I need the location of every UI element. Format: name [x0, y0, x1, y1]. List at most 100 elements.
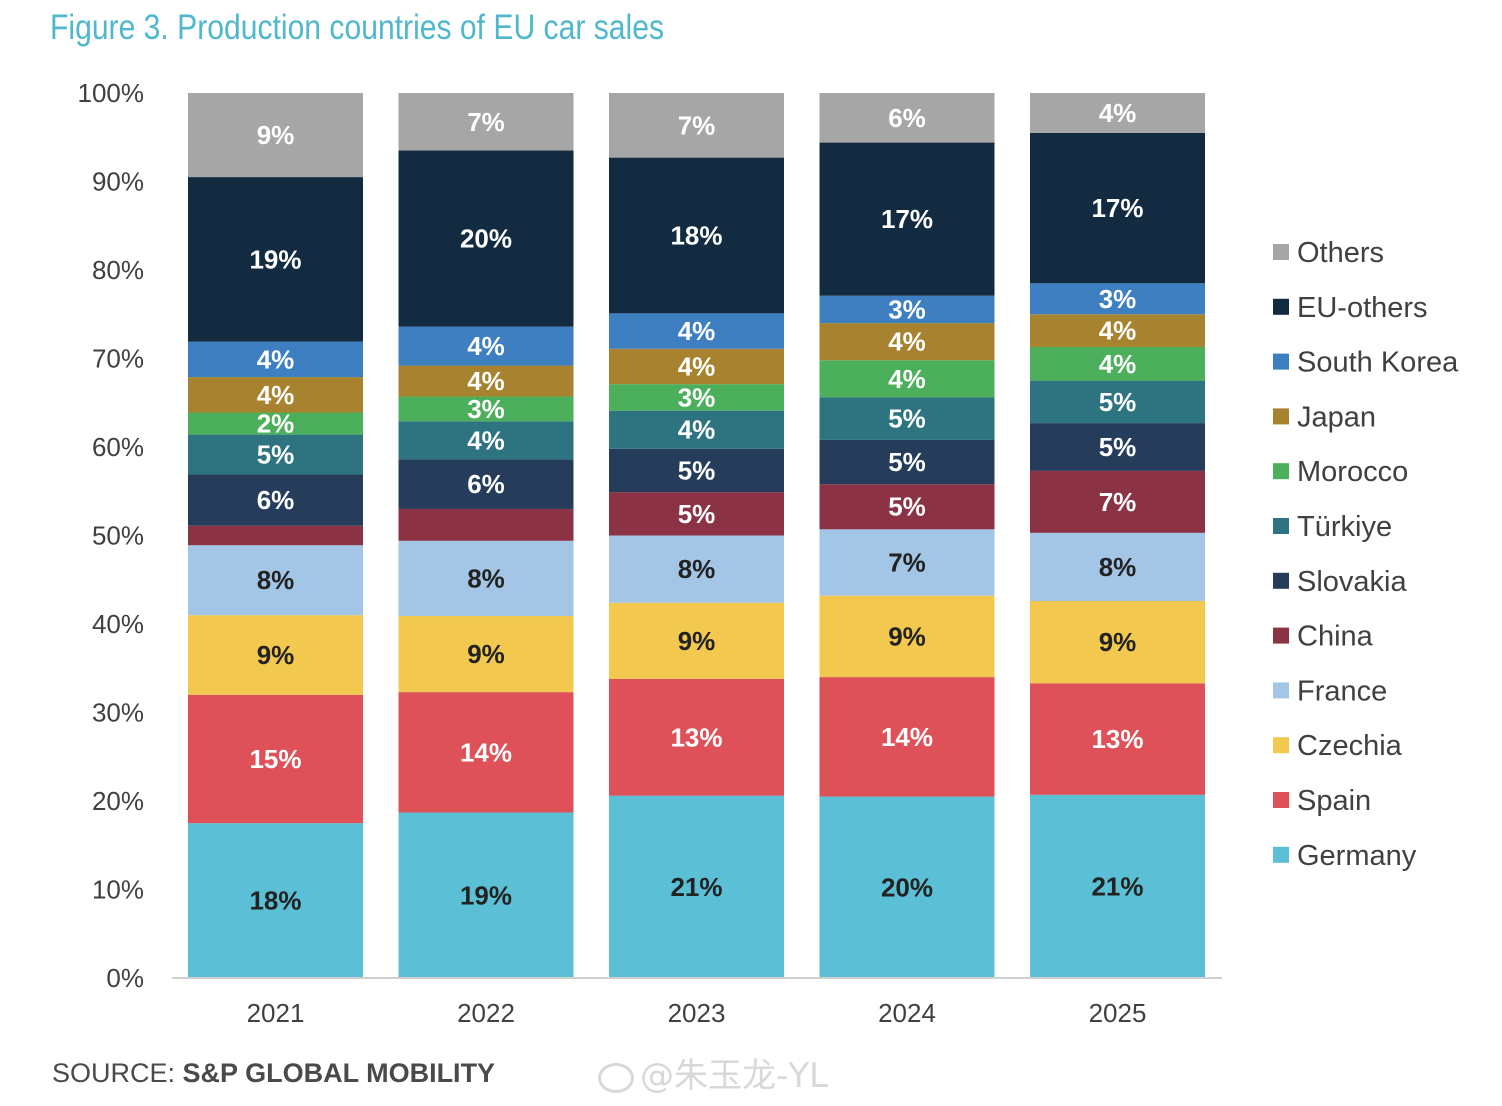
data-label: 8%: [678, 554, 716, 584]
data-label: 4%: [1099, 349, 1137, 379]
legend-swatch: [1273, 463, 1289, 480]
data-label: 14%: [460, 737, 512, 767]
legend-label: Türkiye: [1297, 511, 1392, 543]
y-tick-label: 0%: [106, 963, 144, 993]
data-label: 8%: [257, 565, 295, 595]
legend-swatch: [1273, 518, 1289, 534]
bar-segment-france-2023: [609, 535, 784, 603]
data-label: 19%: [249, 244, 301, 274]
bar-segment-france-2025: [1030, 532, 1205, 601]
data-label: 21%: [1091, 871, 1143, 901]
y-tick-label: 80%: [92, 255, 144, 285]
legend-label: Germany: [1297, 840, 1417, 872]
legend-swatch: [1273, 682, 1289, 699]
data-label: 13%: [670, 722, 722, 752]
bar-segment-slovakia-2023: [609, 448, 784, 493]
watermark-text: @朱玉龙-YL: [640, 1056, 828, 1096]
data-label: 5%: [257, 440, 295, 470]
bar-segment-china-2021: [188, 525, 363, 546]
data-label: 4%: [888, 364, 926, 394]
bar-segment-japan-2023: [609, 348, 784, 385]
bar-segment-czechia-2024: [819, 595, 995, 678]
bar-segment-czechia-2022: [398, 616, 574, 693]
legend-swatch: [1273, 572, 1289, 589]
data-label: 20%: [881, 872, 933, 902]
y-tick-label: 50%: [92, 521, 144, 551]
bar-segment-czechia-2023: [609, 602, 784, 679]
bar-segment-south-korea-2025: [1030, 283, 1205, 315]
bar-segment-south-korea-2023: [609, 313, 784, 349]
chart-title: Figure 3. Production countries of EU car…: [50, 8, 664, 47]
data-label: 4%: [678, 351, 716, 381]
data-label: 9%: [888, 621, 926, 651]
legend-swatch: [1273, 353, 1289, 370]
bar-segment-japan-2025: [1030, 314, 1205, 347]
data-label: 3%: [1099, 284, 1137, 314]
data-label: 6%: [257, 485, 295, 515]
data-label: 4%: [467, 366, 505, 396]
bar-segment-south-korea-2021: [188, 341, 363, 378]
data-label: 18%: [249, 886, 301, 916]
data-label: 19%: [460, 880, 512, 910]
bar-segment-china-2022: [398, 508, 574, 541]
bar-segment-spain-2024: [819, 677, 995, 797]
data-label: 4%: [467, 425, 505, 455]
legend-label: China: [1297, 621, 1374, 653]
data-label: 7%: [467, 107, 505, 137]
bar-segment-japan-2024: [819, 323, 995, 361]
data-label: 4%: [257, 380, 295, 410]
data-label: 3%: [467, 394, 505, 424]
bar-segment-others-2022: [398, 93, 574, 151]
legend-label: Others: [1297, 237, 1384, 269]
bar-segment-eu-others-2024: [819, 142, 995, 296]
bar-segment-germany-2023: [609, 795, 784, 978]
y-tick-label: 90%: [92, 167, 144, 197]
legend-swatch: [1273, 792, 1289, 808]
data-label: 4%: [257, 344, 295, 374]
bar-segment-eu-others-2025: [1030, 132, 1205, 284]
bar-segment-others-2024: [819, 93, 995, 143]
data-label: 6%: [467, 469, 505, 499]
data-label: 9%: [467, 639, 505, 669]
data-label: 8%: [467, 563, 505, 593]
bar-segment-eu-others-2022: [398, 150, 574, 327]
x-tick-label: 2022: [457, 998, 515, 1028]
x-tick-label: 2023: [668, 998, 726, 1028]
bar-segment-japan-2022: [398, 365, 574, 397]
data-label: 20%: [460, 224, 512, 254]
legend-swatch: [1273, 627, 1289, 644]
y-tick-label: 100%: [78, 78, 145, 108]
bar-segment-spain-2023: [609, 678, 784, 796]
bar-segment-t-rkiye-2024: [819, 397, 995, 440]
bar-segment-morocco-2025: [1030, 346, 1205, 381]
data-label: 3%: [888, 294, 926, 324]
source-name: S&P GLOBAL MOBILITY: [182, 1058, 496, 1088]
data-label: 2%: [257, 409, 295, 439]
data-label: 5%: [888, 404, 926, 434]
bar-segment-germany-2022: [398, 812, 574, 978]
legend-label: Japan: [1297, 401, 1376, 433]
data-label: 5%: [1099, 387, 1137, 417]
data-label: 5%: [888, 447, 926, 477]
bar-segment-t-rkiye-2021: [188, 434, 363, 475]
bar-segment-others-2023: [609, 93, 784, 158]
bar-segment-spain-2021: [188, 694, 363, 824]
bar-segment-south-korea-2022: [398, 326, 574, 366]
bar-segment-morocco-2021: [188, 412, 363, 435]
source-note: SOURCE: S&P GLOBAL MOBILITY: [52, 1058, 495, 1089]
legend-swatch: [1273, 298, 1289, 315]
bar-segment-japan-2021: [188, 377, 363, 413]
legend-label: France: [1297, 675, 1387, 707]
bar-segment-china-2024: [819, 484, 995, 530]
bar-segment-spain-2022: [398, 692, 574, 813]
legend-label: Morocco: [1297, 456, 1408, 488]
data-label: 9%: [1099, 627, 1137, 657]
data-label: 7%: [888, 547, 926, 577]
legend-swatch: [1273, 408, 1289, 425]
bar-segment-eu-others-2023: [609, 157, 784, 314]
y-tick-label: 40%: [92, 609, 144, 639]
data-label: 4%: [467, 331, 505, 361]
data-label: 4%: [1099, 316, 1137, 346]
bar-segment-slovakia-2025: [1030, 423, 1205, 471]
data-label: 5%: [678, 455, 716, 485]
